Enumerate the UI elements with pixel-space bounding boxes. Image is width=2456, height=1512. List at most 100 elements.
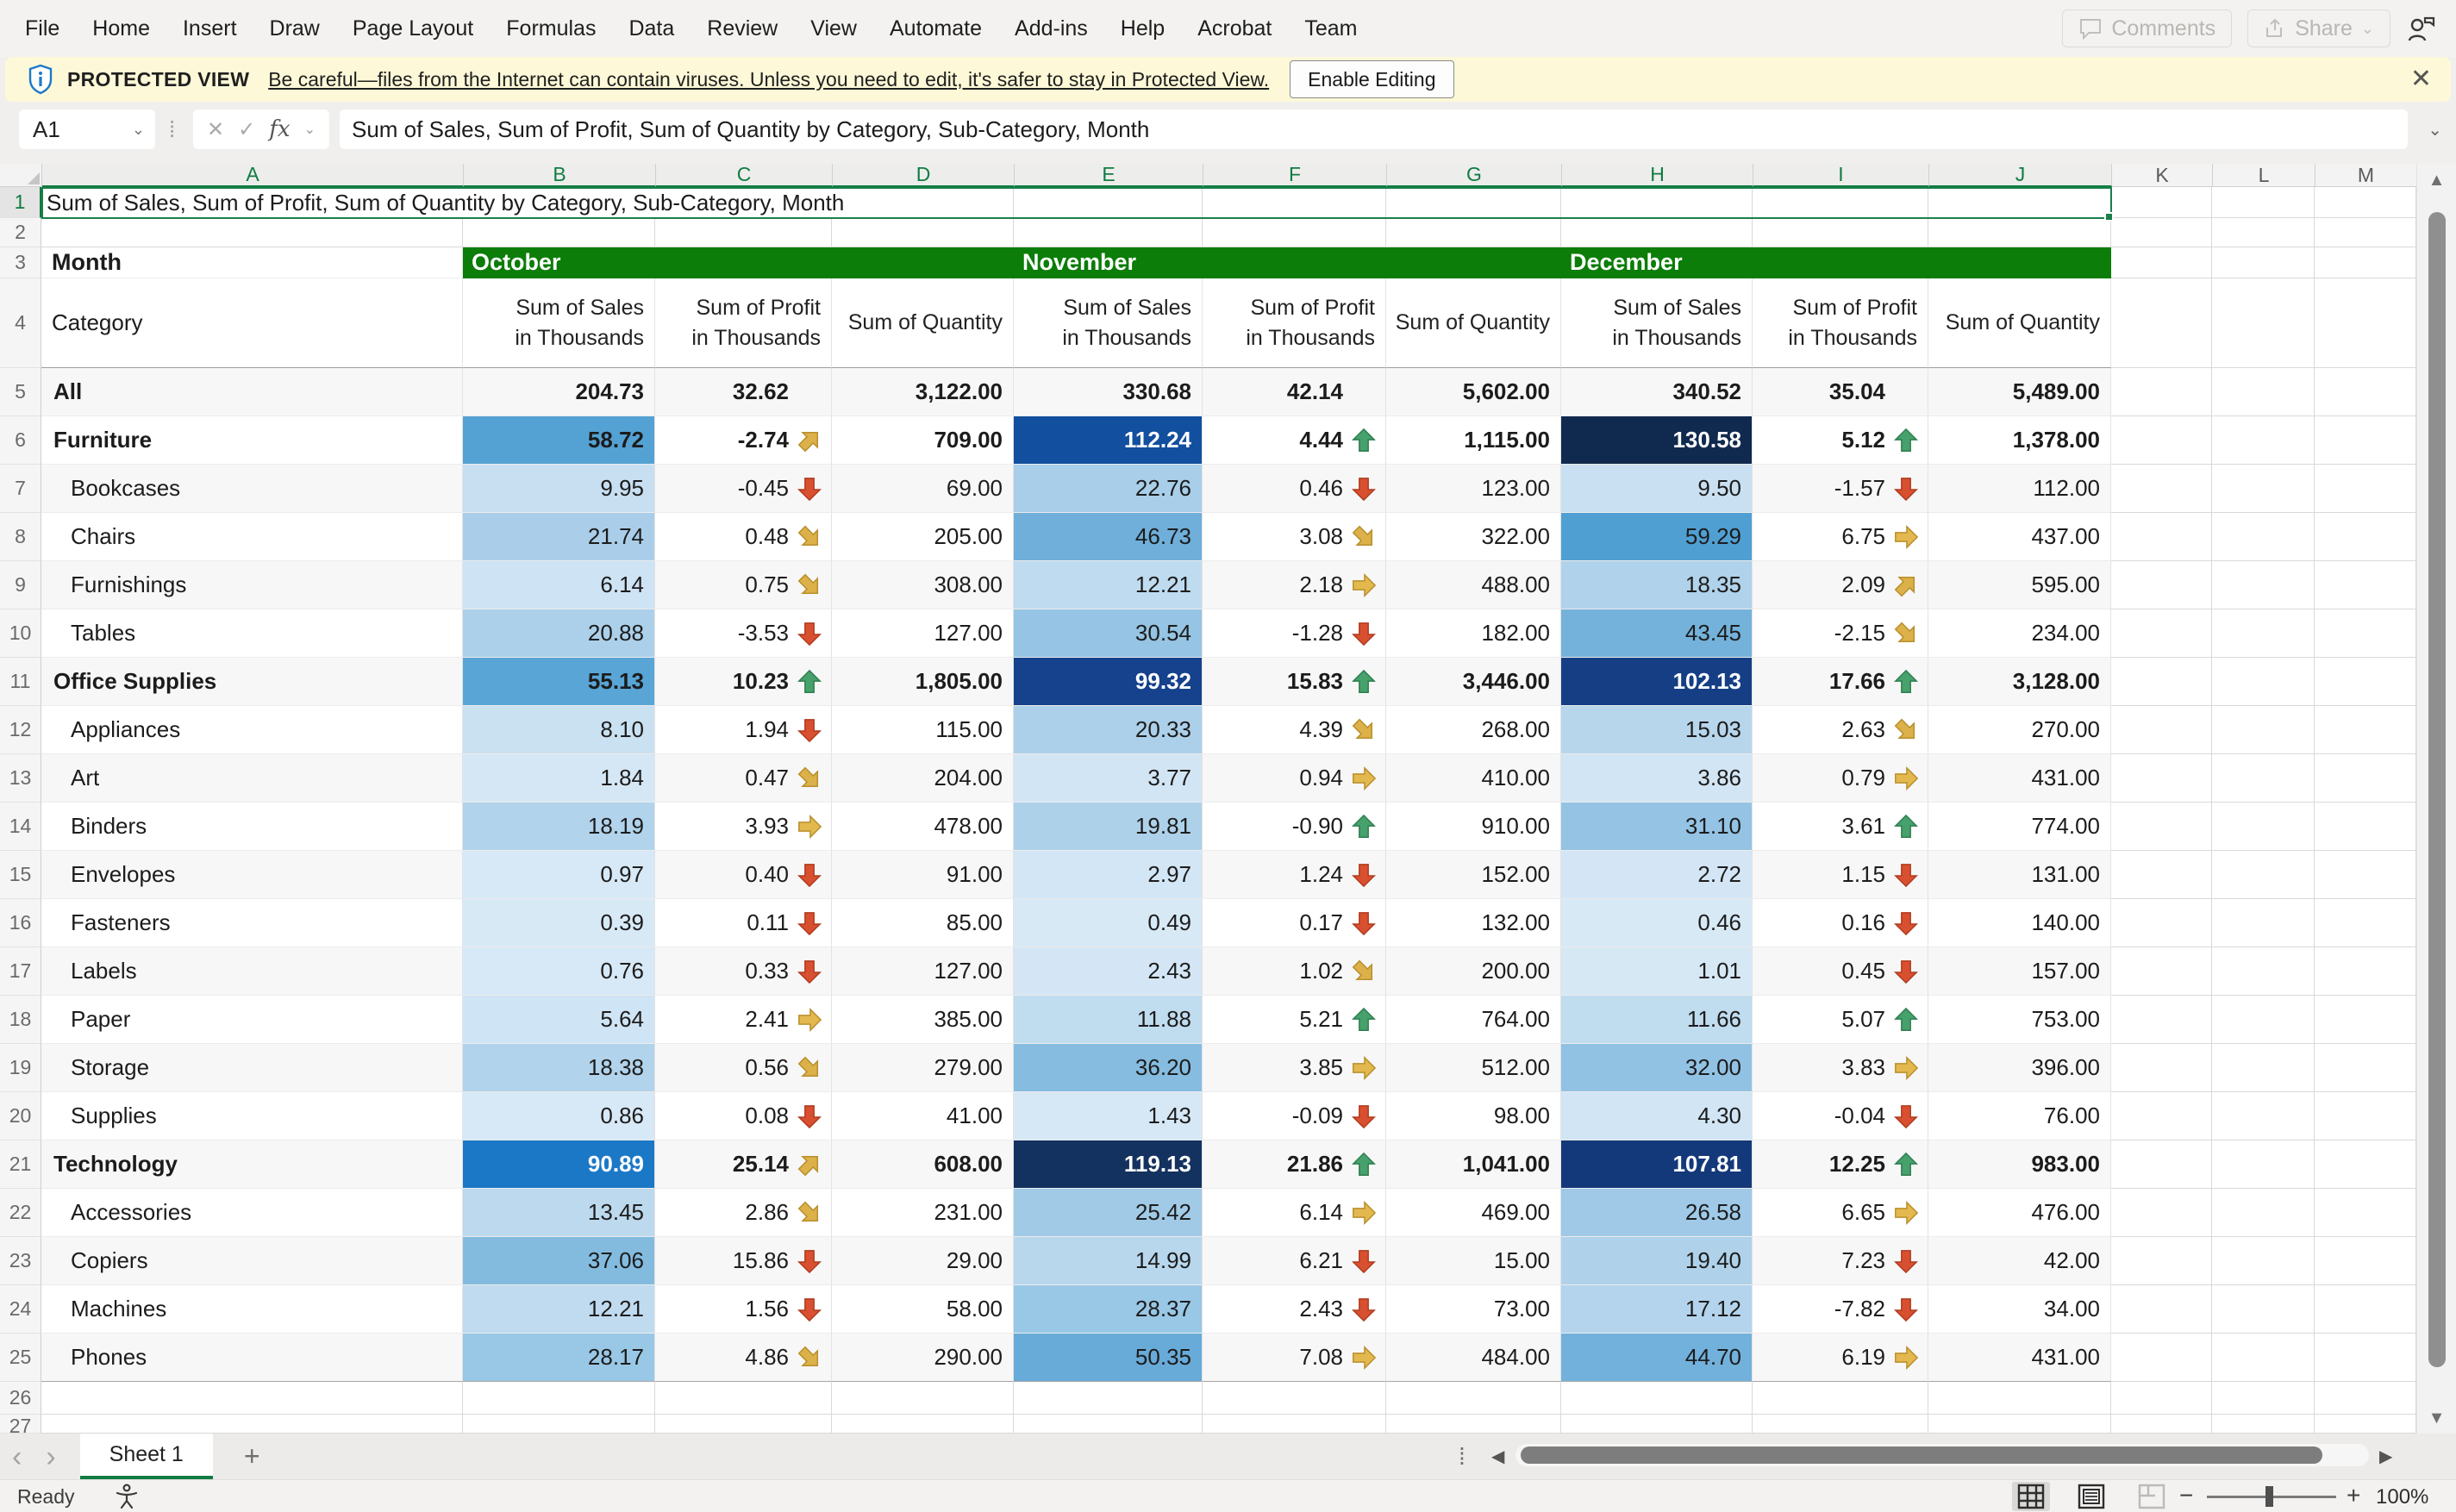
cell-F20[interactable]: -0.09 <box>1203 1092 1386 1140</box>
cell-M17[interactable] <box>2315 947 2416 996</box>
cell-D8[interactable]: 205.00 <box>832 513 1014 561</box>
cell-G5[interactable]: 5,602.00 <box>1386 368 1561 416</box>
cell-K23[interactable] <box>2111 1237 2212 1285</box>
column-header-L[interactable]: L <box>2213 164 2315 187</box>
cell-J11[interactable]: 3,128.00 <box>1928 658 2111 706</box>
cell-K10[interactable] <box>2111 609 2212 658</box>
cell-D15[interactable]: 91.00 <box>832 851 1014 899</box>
cell-E11[interactable]: 99.32 <box>1014 658 1203 706</box>
cell-D5[interactable]: 3,122.00 <box>832 368 1014 416</box>
cell-I7[interactable]: -1.57 <box>1753 465 1928 513</box>
cell-G26[interactable] <box>1386 1382 1561 1415</box>
cell-K12[interactable] <box>2111 706 2212 754</box>
cell-M12[interactable] <box>2315 706 2416 754</box>
cell-E1[interactable] <box>1014 187 1203 218</box>
cell-K3[interactable] <box>2111 247 2212 278</box>
cell-B21[interactable]: 90.89 <box>463 1140 655 1189</box>
cell-E7[interactable]: 22.76 <box>1014 465 1203 513</box>
formula-input[interactable]: Sum of Sales, Sum of Profit, Sum of Quan… <box>340 109 2408 149</box>
cell-G16[interactable]: 132.00 <box>1386 899 1561 947</box>
cell-J20[interactable]: 76.00 <box>1928 1092 2111 1140</box>
row-header-4[interactable]: 4 <box>0 278 41 368</box>
cell-I14[interactable]: 3.61 <box>1753 803 1928 851</box>
cell-B18[interactable]: 5.64 <box>463 996 655 1044</box>
cell-E24[interactable]: 28.37 <box>1014 1285 1203 1334</box>
cell-E13[interactable]: 3.77 <box>1014 754 1203 803</box>
cell-A20[interactable]: Supplies <box>41 1092 463 1140</box>
cell-D11[interactable]: 1,805.00 <box>832 658 1014 706</box>
cell-L15[interactable] <box>2212 851 2315 899</box>
cell-H5[interactable]: 340.52 <box>1561 368 1753 416</box>
cell-B5[interactable]: 204.73 <box>463 368 655 416</box>
row-header-2[interactable]: 2 <box>0 218 41 247</box>
cell-K17[interactable] <box>2111 947 2212 996</box>
share-button[interactable]: Share ⌄ <box>2247 9 2390 47</box>
cell-H12[interactable]: 15.03 <box>1561 706 1753 754</box>
add-sheet-button[interactable]: + <box>243 1440 260 1471</box>
cell-M24[interactable] <box>2315 1285 2416 1334</box>
cell-K20[interactable] <box>2111 1092 2212 1140</box>
cell-G17[interactable]: 200.00 <box>1386 947 1561 996</box>
cell-H1[interactable] <box>1561 187 1753 218</box>
cell-M18[interactable] <box>2315 996 2416 1044</box>
cell-G10[interactable]: 182.00 <box>1386 609 1561 658</box>
cancel-icon[interactable]: ✕ <box>207 117 225 141</box>
cell-I23[interactable]: 7.23 <box>1753 1237 1928 1285</box>
cell-E26[interactable] <box>1014 1382 1203 1415</box>
menu-tab-help[interactable]: Help <box>1120 16 1166 41</box>
cell-D16[interactable]: 85.00 <box>832 899 1014 947</box>
cell-A12[interactable]: Appliances <box>41 706 463 754</box>
cell-B15[interactable]: 0.97 <box>463 851 655 899</box>
cell-F25[interactable]: 7.08 <box>1203 1334 1386 1382</box>
cell-I1[interactable] <box>1753 187 1928 218</box>
zoom-level-label[interactable]: 100% <box>2376 1485 2429 1509</box>
cell-F2[interactable] <box>1203 218 1386 247</box>
cell-A4[interactable]: Category <box>41 278 463 368</box>
cell-J10[interactable]: 234.00 <box>1928 609 2111 658</box>
cell-G27[interactable] <box>1386 1415 1561 1434</box>
cell-A22[interactable]: Accessories <box>41 1189 463 1237</box>
cell-I4[interactable]: Sum of Profit in Thousands <box>1753 278 1928 368</box>
cell-H27[interactable] <box>1561 1415 1753 1434</box>
cell-C23[interactable]: 15.86 <box>655 1237 832 1285</box>
cell-H18[interactable]: 11.66 <box>1561 996 1753 1044</box>
cell-L25[interactable] <box>2212 1334 2315 1382</box>
cell-A26[interactable] <box>41 1382 463 1415</box>
cell-J21[interactable]: 983.00 <box>1928 1140 2111 1189</box>
cell-H11[interactable]: 102.13 <box>1561 658 1753 706</box>
cell-M2[interactable] <box>2315 218 2416 247</box>
cell-K11[interactable] <box>2111 658 2212 706</box>
chevron-down-icon[interactable]: ⌄ <box>303 122 316 137</box>
insert-function-icon[interactable]: fx <box>269 116 291 142</box>
cell-F23[interactable]: 6.21 <box>1203 1237 1386 1285</box>
page-layout-view-button[interactable] <box>2072 1482 2110 1511</box>
cell-J7[interactable]: 112.00 <box>1928 465 2111 513</box>
cell-I12[interactable]: 2.63 <box>1753 706 1928 754</box>
cell-C21[interactable]: 25.14 <box>655 1140 832 1189</box>
menu-tab-view[interactable]: View <box>810 16 857 41</box>
cell-A9[interactable]: Furnishings <box>41 561 463 609</box>
month-header-october[interactable]: October <box>463 247 1014 278</box>
cell-I15[interactable]: 1.15 <box>1753 851 1928 899</box>
selection-fill-handle[interactable] <box>2104 212 2114 222</box>
zoom-in-button[interactable]: + <box>2347 1482 2361 1509</box>
banner-close-icon[interactable]: ✕ <box>2409 65 2432 93</box>
row-header-26[interactable]: 26 <box>0 1382 41 1415</box>
row-header-27[interactable]: 27 <box>0 1415 41 1434</box>
cell-M4[interactable] <box>2315 278 2416 368</box>
cell-J5[interactable]: 5,489.00 <box>1928 368 2111 416</box>
zoom-out-button[interactable]: − <box>2179 1482 2194 1509</box>
column-header-K[interactable]: K <box>2112 164 2213 187</box>
cell-F15[interactable]: 1.24 <box>1203 851 1386 899</box>
cell-H4[interactable]: Sum of Sales in Thousands <box>1561 278 1753 368</box>
cell-F6[interactable]: 4.44 <box>1203 416 1386 465</box>
cell-D22[interactable]: 231.00 <box>832 1189 1014 1237</box>
cell-H6[interactable]: 130.58 <box>1561 416 1753 465</box>
menu-tab-page-layout[interactable]: Page Layout <box>352 16 474 41</box>
cell-M21[interactable] <box>2315 1140 2416 1189</box>
row-header-12[interactable]: 12 <box>0 706 41 754</box>
cell-A27[interactable] <box>41 1415 463 1434</box>
cell-D24[interactable]: 58.00 <box>832 1285 1014 1334</box>
cell-I8[interactable]: 6.75 <box>1753 513 1928 561</box>
row-header-7[interactable]: 7 <box>0 465 41 513</box>
